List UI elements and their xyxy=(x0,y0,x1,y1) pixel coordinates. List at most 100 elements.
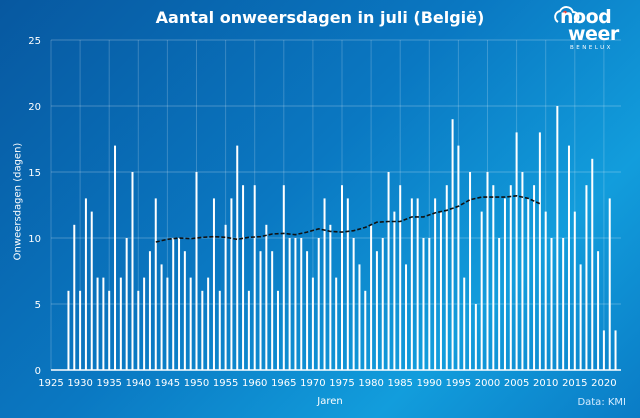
bar-1983 xyxy=(387,172,390,370)
bar-1928 xyxy=(67,290,70,370)
bar-1978 xyxy=(358,264,361,370)
bar-1943 xyxy=(154,198,157,370)
bar-1930 xyxy=(79,290,82,370)
bar-1929 xyxy=(73,224,76,370)
bar-1966 xyxy=(288,238,291,370)
bar-2000 xyxy=(486,172,489,370)
bar-2010 xyxy=(544,211,547,370)
bar-1985 xyxy=(399,185,402,370)
bar-1988 xyxy=(416,198,419,370)
bar-1973 xyxy=(329,224,332,370)
x-tick-label: 1985 xyxy=(387,378,412,389)
bar-2016 xyxy=(579,264,582,370)
bar-2015 xyxy=(573,211,576,370)
bar-2002 xyxy=(498,238,501,370)
bar-1931 xyxy=(84,198,87,370)
x-tick-label: 1945 xyxy=(155,378,180,389)
bar-1941 xyxy=(143,277,146,370)
x-tick-label: 1955 xyxy=(213,378,238,389)
bar-1993 xyxy=(445,185,448,370)
bar-1952 xyxy=(207,277,210,370)
bar-1964 xyxy=(276,290,279,370)
bar-1998 xyxy=(474,304,477,370)
bar-1954 xyxy=(218,290,221,370)
bar-2021 xyxy=(608,198,611,370)
bar-1945 xyxy=(166,277,169,370)
noodweer-logo: nood weer BENELUX xyxy=(548,2,638,58)
bar-1942 xyxy=(148,251,151,370)
x-tick-label: 1960 xyxy=(242,378,267,389)
bar-1982 xyxy=(381,238,384,370)
bar-2005 xyxy=(515,132,518,370)
bar-2013 xyxy=(562,238,565,370)
bar-2001 xyxy=(492,185,495,370)
bar-2007 xyxy=(527,198,530,370)
x-tick-label: 2000 xyxy=(475,378,500,389)
bar-1961 xyxy=(259,251,262,370)
bar-2004 xyxy=(509,185,512,370)
bar-2018 xyxy=(591,158,594,370)
bar-1963 xyxy=(271,251,274,370)
logo-line3: BENELUX xyxy=(570,45,613,51)
bar-1997 xyxy=(469,172,472,370)
bar-1965 xyxy=(282,185,285,370)
y-tick-label: 20 xyxy=(28,102,41,113)
x-axis-label: Jaren xyxy=(317,396,343,407)
bar-1979 xyxy=(364,290,367,370)
bar-1944 xyxy=(160,264,163,370)
x-tick-label: 2010 xyxy=(533,378,558,389)
x-tick-label: 1935 xyxy=(96,378,121,389)
bar-2009 xyxy=(538,132,541,370)
bar-1989 xyxy=(422,238,425,370)
bar-1970 xyxy=(311,277,314,370)
cloud-icon xyxy=(554,6,580,23)
bar-1968 xyxy=(300,238,303,370)
y-tick-label: 15 xyxy=(28,168,41,179)
bar-1940 xyxy=(137,290,140,370)
bar-1962 xyxy=(265,224,268,370)
x-tick-label: 1995 xyxy=(446,378,471,389)
bar-1953 xyxy=(212,198,215,370)
bar-2003 xyxy=(503,198,506,370)
y-tick-label: 25 xyxy=(28,36,41,47)
x-tick-label: 1940 xyxy=(126,378,151,389)
x-tick-label: 1980 xyxy=(358,378,383,389)
bar-1975 xyxy=(341,185,343,370)
bar-2020 xyxy=(602,330,605,370)
bar-1959 xyxy=(247,290,250,370)
x-tick-label: 1990 xyxy=(417,378,442,389)
bar-1992 xyxy=(439,211,442,370)
bar-1955 xyxy=(224,224,227,370)
bar-1971 xyxy=(317,238,320,370)
bar-1933 xyxy=(96,277,99,370)
x-tick-label: 2015 xyxy=(562,378,587,389)
bar-1999 xyxy=(480,211,483,370)
bar-1969 xyxy=(306,251,309,370)
bar-1974 xyxy=(335,277,338,370)
moving-average-line xyxy=(155,194,541,243)
x-tick-label: 1965 xyxy=(271,378,296,389)
bar-1932 xyxy=(90,211,93,370)
bar-1995 xyxy=(457,145,460,370)
bar-1947 xyxy=(178,238,181,370)
x-tick-label: 2020 xyxy=(591,378,616,389)
logo-line1: nood xyxy=(560,6,612,28)
y-tick-label: 0 xyxy=(35,366,41,377)
logo-line2: weer xyxy=(568,23,619,45)
bar-1994 xyxy=(451,119,454,370)
bar-2022 xyxy=(614,330,617,370)
bar-1967 xyxy=(294,238,297,370)
bar-1956 xyxy=(230,198,233,370)
bar-1991 xyxy=(434,198,437,370)
bar-1934 xyxy=(102,277,105,370)
bar-1981 xyxy=(375,251,378,370)
bar-1976 xyxy=(346,198,349,370)
bar-2019 xyxy=(597,251,600,370)
bar-1946 xyxy=(172,238,175,370)
bar-1960 xyxy=(253,185,256,370)
bar-1938 xyxy=(125,238,128,370)
bar-1958 xyxy=(242,185,245,370)
y-axis-label: Onweersdagen (dagen) xyxy=(12,142,24,261)
